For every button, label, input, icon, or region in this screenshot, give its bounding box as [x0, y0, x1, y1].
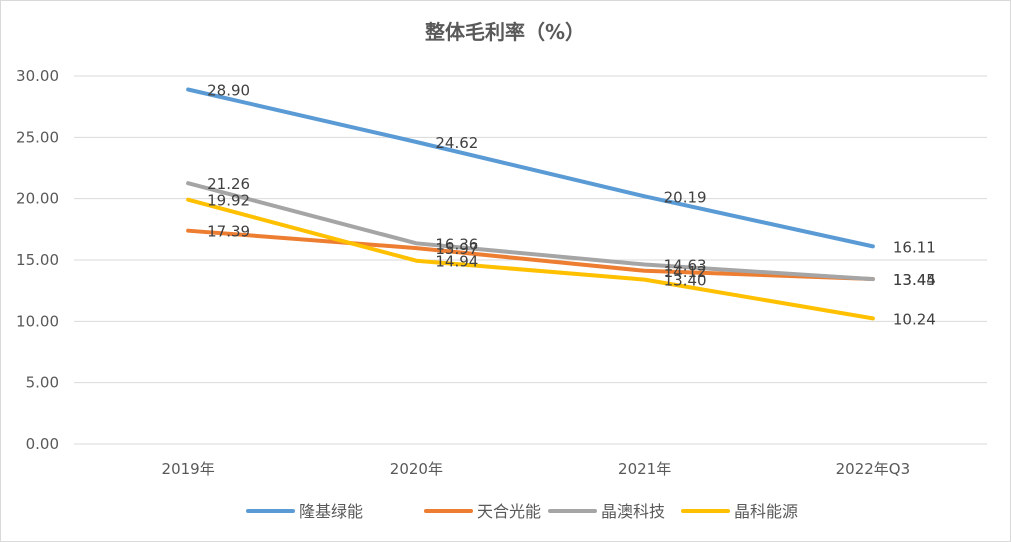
x-tick-label: 2021年 — [618, 460, 671, 478]
data-label: 16.11 — [893, 238, 936, 256]
series-line — [186, 87, 875, 249]
x-tick-label: 2022年Q3 — [836, 460, 911, 478]
y-tick-label: 10.00 — [16, 312, 59, 330]
series-group — [186, 87, 875, 321]
data-label: 17.39 — [207, 223, 250, 241]
data-labels: 28.90 24.62 20.19 16.11 17.39 15.97 14.12 13.45… — [207, 81, 936, 328]
data-label: 21.26 — [207, 175, 250, 193]
data-label: 28.90 — [207, 81, 250, 99]
y-axis: 0.00 5.00 10.00 15.00 20.00 25.00 30.00 — [16, 67, 59, 453]
data-label: 13.45 — [893, 271, 936, 289]
y-tick-label: 5.00 — [26, 374, 59, 392]
data-label: 20.19 — [664, 188, 707, 206]
x-axis: 2019年 2020年 2021年 2022年Q3 — [162, 460, 911, 478]
legend-label: 晶科能源 — [734, 502, 798, 521]
chart-title: 整体毛利率（%） — [424, 20, 585, 44]
data-label: 13.40 — [664, 272, 707, 290]
y-tick-label: 0.00 — [26, 435, 59, 453]
data-label: 15.97 — [435, 240, 478, 258]
legend: 隆基绿能 天合光能 晶澳科技 晶科能源 — [246, 502, 798, 521]
series-line — [186, 228, 875, 282]
x-tick-label: 2020年 — [390, 460, 443, 478]
y-tick-label: 30.00 — [16, 67, 59, 85]
series-line — [186, 197, 875, 321]
legend-label: 隆基绿能 — [299, 502, 363, 521]
x-tick-label: 2019年 — [162, 460, 215, 478]
data-label: 16.36 — [435, 235, 478, 253]
legend-label: 天合光能 — [477, 502, 541, 521]
data-label: 19.92 — [207, 192, 250, 210]
data-label: 14.94 — [435, 253, 478, 271]
y-tick-label: 20.00 — [16, 190, 59, 208]
data-label: 10.24 — [893, 310, 936, 328]
data-label: 14.63 — [664, 257, 707, 275]
y-tick-label: 25.00 — [16, 128, 59, 146]
data-label: 24.62 — [435, 134, 478, 152]
data-label: 14.12 — [664, 263, 707, 281]
legend-label: 晶澳科技 — [601, 502, 665, 521]
data-label: 13.44 — [893, 271, 936, 289]
y-tick-label: 15.00 — [16, 251, 59, 269]
series-line — [186, 181, 875, 282]
grid — [74, 75, 987, 445]
